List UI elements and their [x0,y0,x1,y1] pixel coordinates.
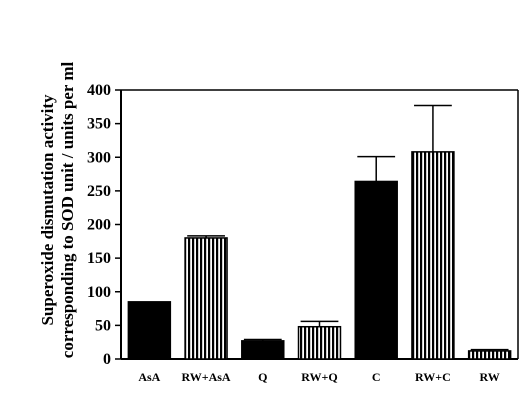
bar [467,350,512,360]
bar [241,340,285,360]
y-tick-label: 300 [87,149,111,166]
x-tick-label: Q [258,370,267,384]
y-tick-label: 250 [87,183,111,200]
y-axis-title-line1: Superoxide dismutation activity [38,94,57,326]
bar [411,151,455,360]
x-tick-label: RW [480,370,500,384]
bar [297,325,342,360]
x-tick-label: RW+AsA [182,370,231,384]
y-axis-title-line2: corresponding to SOD unit / units per ml [58,62,77,359]
y-tick-label: 400 [87,82,111,99]
x-tick-label: RW+C [415,370,451,384]
y-tick-label: 50 [95,317,111,334]
bar [354,180,398,360]
plot-area: 0 50 100 150 200 250 300 350 400 AsA RW+AsA Q RW+Q C R… [87,82,519,384]
y-tick-label: 200 [87,217,111,234]
x-tick-label: AsA [138,370,160,384]
y-axis-title: Superoxide dismutation activity correspo… [38,62,77,359]
bar [184,237,228,360]
y-tick-label: 0 [103,351,111,368]
x-tick-label: RW+Q [301,370,337,384]
y-tick-label: 350 [87,116,111,133]
y-tick-label: 150 [87,250,111,267]
y-tick-label: 100 [87,284,111,301]
x-tick-label: C [372,370,381,384]
bar [127,301,172,360]
